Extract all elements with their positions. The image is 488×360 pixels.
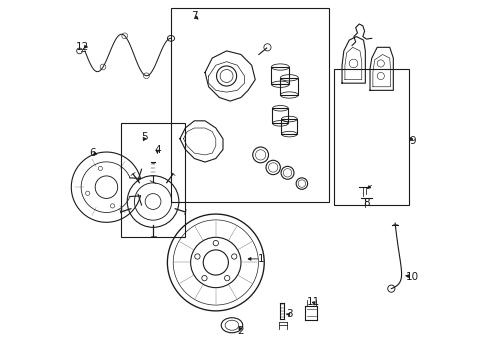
Text: 12: 12	[76, 42, 89, 51]
Text: 10: 10	[405, 272, 418, 282]
Text: 3: 3	[285, 310, 292, 319]
Text: 2: 2	[237, 325, 244, 336]
Bar	[271, 67, 289, 84]
Text: 7: 7	[191, 11, 197, 21]
Bar	[121, 123, 185, 237]
Text: 4: 4	[154, 144, 161, 154]
Bar	[333, 69, 408, 205]
Text: 9: 9	[408, 136, 415, 145]
Text: 11: 11	[306, 297, 320, 307]
Bar	[281, 119, 297, 134]
Bar	[171, 8, 328, 202]
Text: 1: 1	[257, 254, 264, 264]
Text: 8: 8	[363, 198, 369, 208]
Text: 6: 6	[89, 148, 95, 158]
Text: 5: 5	[141, 132, 148, 142]
Bar	[280, 78, 298, 95]
Bar	[272, 108, 287, 123]
